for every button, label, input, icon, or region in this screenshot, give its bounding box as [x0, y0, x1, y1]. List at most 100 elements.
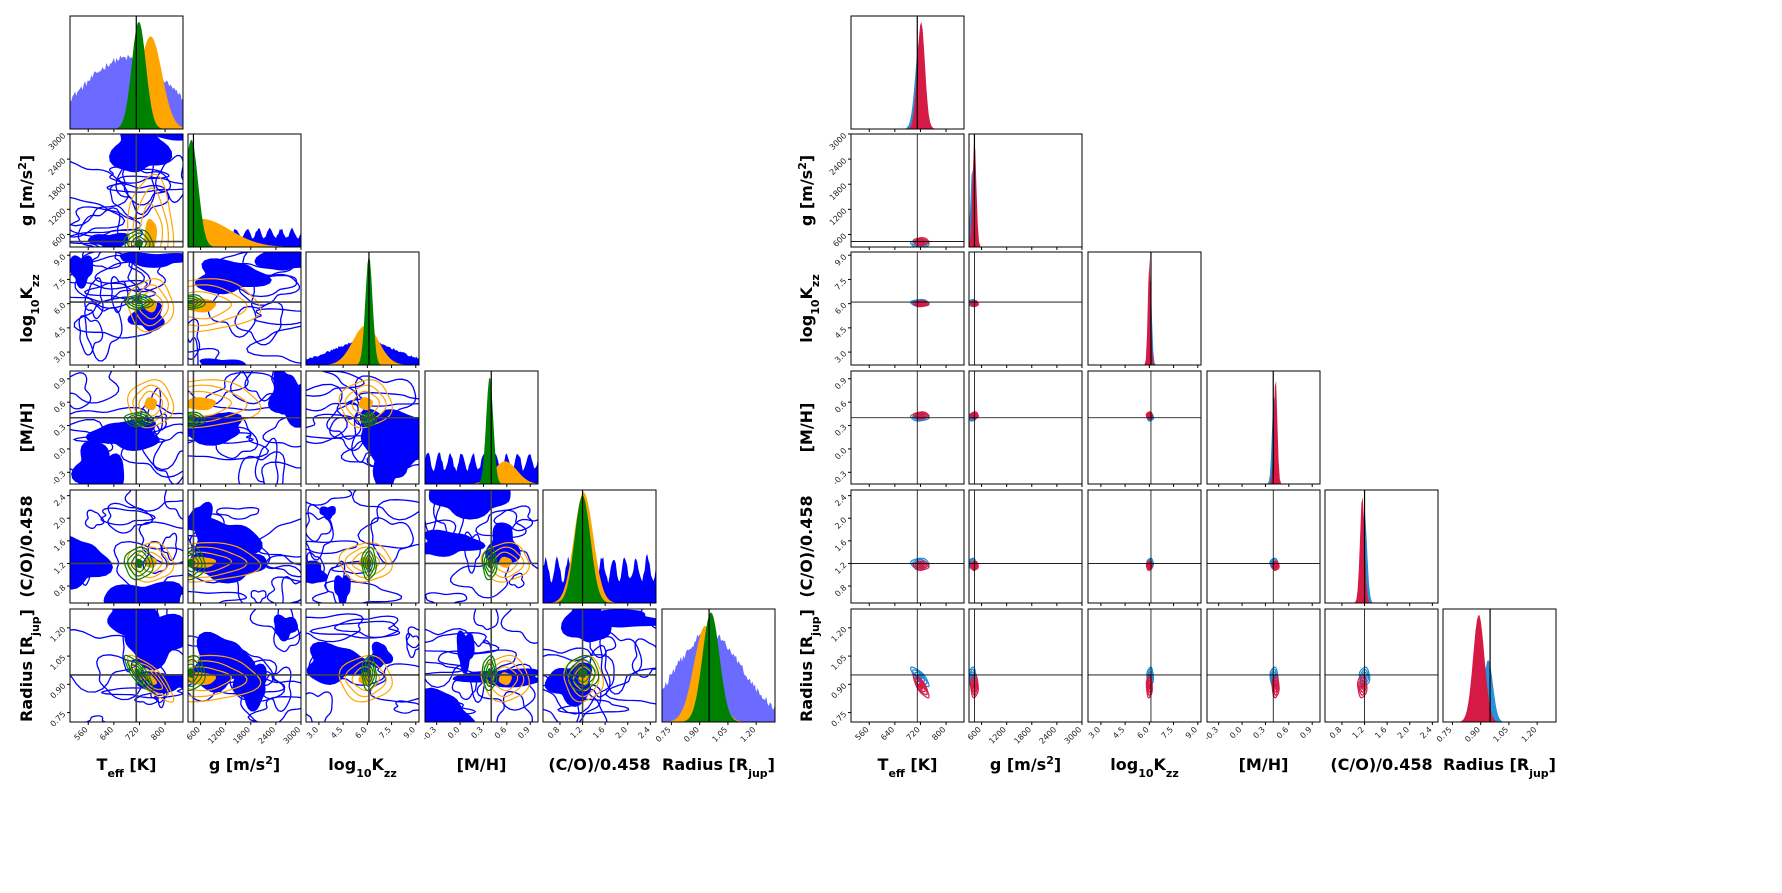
contour-crimson [970, 561, 978, 570]
x-tick-label: 2.0 [614, 725, 629, 740]
contour-blue [306, 504, 333, 543]
y-tick-label: 2400 [828, 156, 849, 177]
contour-panel-g-Kzz [187, 251, 302, 368]
axis-label-tail: ] [1054, 755, 1061, 774]
x-tick-label: 0.8 [546, 725, 561, 740]
x-axis-label-CO: (C/O)/0.458 [548, 755, 650, 774]
y-tick-label: 2.4 [52, 493, 67, 508]
contour-crimson [1271, 560, 1280, 572]
contour-orange [188, 660, 248, 698]
y-tick-label: 1200 [47, 207, 68, 228]
contour-orange [188, 379, 262, 429]
x-tick-label: 0.90 [682, 725, 701, 744]
contour-blue [425, 687, 476, 722]
axis-label-main: T [878, 755, 889, 774]
axis-label-tail: K [1154, 755, 1167, 774]
axis-label-sub: 10 [809, 299, 822, 315]
contour-panel-Kzz-CO [305, 489, 420, 606]
y-axis-label-Kzz: log10Kzz [17, 274, 42, 342]
contour-blue [473, 609, 499, 631]
contour-panel-Kzz-CO [1087, 489, 1202, 606]
panel-frame [1324, 608, 1439, 723]
contour-blue [425, 592, 468, 603]
x-tick-label: -0.3 [1203, 725, 1220, 742]
contour-orange [486, 546, 525, 579]
x-axis-label-CO: (C/O)/0.458 [1330, 755, 1432, 774]
contour-orange [188, 672, 217, 686]
x-tick-label: 2400 [257, 725, 278, 746]
x-tick-label: 3.0 [1087, 725, 1102, 740]
x-tick-label: 0.6 [493, 725, 508, 740]
contour-blue [249, 609, 301, 640]
axis-label-main: log [797, 315, 816, 343]
axis-label-tail: ] [797, 609, 816, 616]
contour-blue [188, 347, 220, 365]
contour-blue [437, 649, 517, 674]
contour-orange [188, 291, 232, 320]
contour-blue [347, 392, 419, 407]
contour-blue [244, 371, 276, 402]
contour-blue [425, 701, 477, 716]
contour-green [361, 411, 377, 428]
contour-green [364, 415, 374, 424]
contour-orange [126, 278, 175, 333]
axis-label-main: Radius [R [797, 636, 816, 722]
contour-blue [253, 308, 301, 326]
contour-blue [119, 252, 183, 268]
x-tick-label: 640 [879, 725, 896, 742]
contour-orange [188, 390, 232, 417]
contour-blue [500, 609, 538, 644]
contour-blue [433, 490, 466, 544]
x-tick-label: 9.0 [1184, 725, 1199, 740]
y-tick-label: 3.0 [52, 349, 67, 364]
contour-blue [1270, 668, 1278, 685]
contour-crimson [918, 413, 924, 417]
contour-crimson [971, 301, 977, 306]
contour-blue [273, 609, 301, 653]
y-tick-label: 2.0 [833, 515, 848, 530]
x-tick-label: 2.4 [636, 725, 651, 740]
contour-blue [70, 418, 110, 473]
contour-panel-g-CO [968, 489, 1083, 606]
contour-crimson [1147, 413, 1152, 418]
contour-green [362, 413, 376, 426]
contour-blue [450, 560, 510, 599]
y-tick-label: 600 [50, 232, 67, 249]
axis-label-sup: 2 [796, 162, 809, 170]
contour-blue [113, 540, 183, 593]
contour-crimson [1274, 682, 1278, 690]
contour-crimson [970, 673, 979, 699]
contour-green [130, 664, 147, 682]
panel-frame [1206, 489, 1321, 604]
y-tick-label: 0.8 [833, 583, 848, 598]
axis-label-main: Radius [R [1443, 755, 1529, 774]
axis-label-sub: eff [888, 767, 904, 780]
contour-orange [138, 203, 163, 247]
x-tick-label: 0.0 [446, 725, 461, 740]
contour-blue [70, 371, 120, 404]
contour-orange [338, 379, 393, 429]
contour-crimson [970, 411, 979, 420]
contour-panel-Teff-Kzz [67, 251, 184, 368]
x-tick-label: -0.3 [421, 725, 438, 742]
contour-orange [563, 654, 605, 703]
x-tick-label: 800 [930, 725, 947, 742]
contour-blue [405, 632, 419, 659]
contour-panel-MH-CO [424, 489, 539, 606]
y-tick-label: 0.90 [49, 682, 68, 701]
contour-crimson [1359, 679, 1366, 693]
contour-orange [573, 666, 595, 692]
panel-frame [968, 370, 1083, 485]
axis-label-sup: 2 [1046, 754, 1054, 767]
y-tick-label: 1.05 [830, 653, 849, 672]
contour-blue [199, 358, 247, 365]
contour-blue [246, 325, 301, 364]
y-tick-label: 0.3 [52, 423, 67, 438]
y-tick-label: 1.2 [833, 561, 848, 576]
contour-orange [338, 541, 393, 583]
histogram-panel-g [968, 133, 1083, 250]
histogram-green [543, 496, 656, 603]
contour-blue [85, 715, 107, 722]
contour-blue [188, 432, 254, 444]
contour-crimson [1274, 564, 1278, 568]
